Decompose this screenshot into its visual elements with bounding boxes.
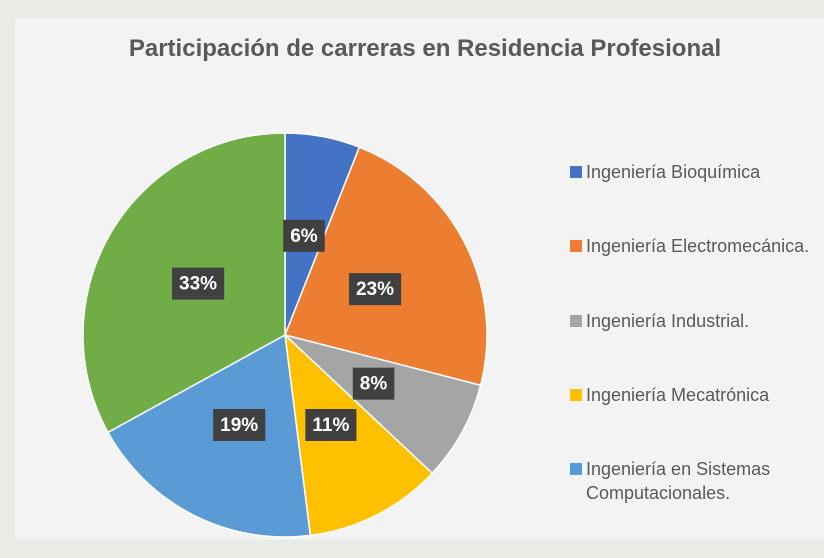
data-label-box: [213, 408, 266, 441]
pie-slice: [284, 334, 482, 475]
data-label: 8%: [352, 367, 395, 400]
data-label-box: [348, 273, 402, 306]
legend-swatch: [570, 314, 582, 327]
legend-label: Ingeniería Bioquímica: [586, 162, 761, 182]
legend-item: Ingeniería en Sistemas Computacionales.: [570, 457, 815, 505]
data-label: 6%: [283, 219, 325, 252]
data-label: 33%: [172, 267, 225, 300]
legend-label: Ingeniería Mecatrónica: [586, 384, 770, 405]
data-label-box: [352, 367, 395, 400]
chart-title: Participación de carreras en Residencia …: [128, 35, 722, 62]
legend-label: Ingeniería Electromecánica.: [586, 236, 810, 257]
legend-label: Ingeniería Industrial.: [586, 310, 750, 331]
legend-item: Ingeniería Bioquímica: [570, 160, 815, 184]
legend-swatch: [570, 388, 582, 401]
pie-slice: [283, 333, 434, 537]
data-label-text: 8%: [360, 374, 388, 395]
data-label-text: 11%: [312, 415, 349, 436]
legend-swatch: [570, 240, 582, 253]
legend: Ingeniería Bioquímica Ingeniería Electrom…: [570, 160, 815, 505]
data-label-text: 23%: [356, 279, 394, 300]
legend-item: Ingeniería Industrial.: [570, 309, 815, 333]
data-label-box: [172, 267, 225, 300]
data-label-text: 19%: [220, 415, 258, 436]
data-label: 11%: [305, 408, 357, 441]
data-label: 19%: [213, 408, 266, 441]
data-label-text: 33%: [179, 274, 217, 295]
legend-item: Ingeniería Mecatrónica: [570, 383, 815, 407]
data-label-box: [283, 219, 325, 252]
legend-item: Ingeniería Electromecánica.: [570, 234, 815, 258]
pie-slice: [283, 146, 488, 387]
data-label-text: 6%: [290, 226, 318, 247]
legend-swatch: [570, 463, 582, 475]
pie-slice: [106, 333, 312, 538]
data-label: 23%: [348, 273, 402, 306]
data-label-box: [305, 408, 357, 441]
legend-label: Ingeniería en Sistemas Computacionales.: [586, 459, 771, 503]
legend-swatch: [570, 166, 582, 178]
